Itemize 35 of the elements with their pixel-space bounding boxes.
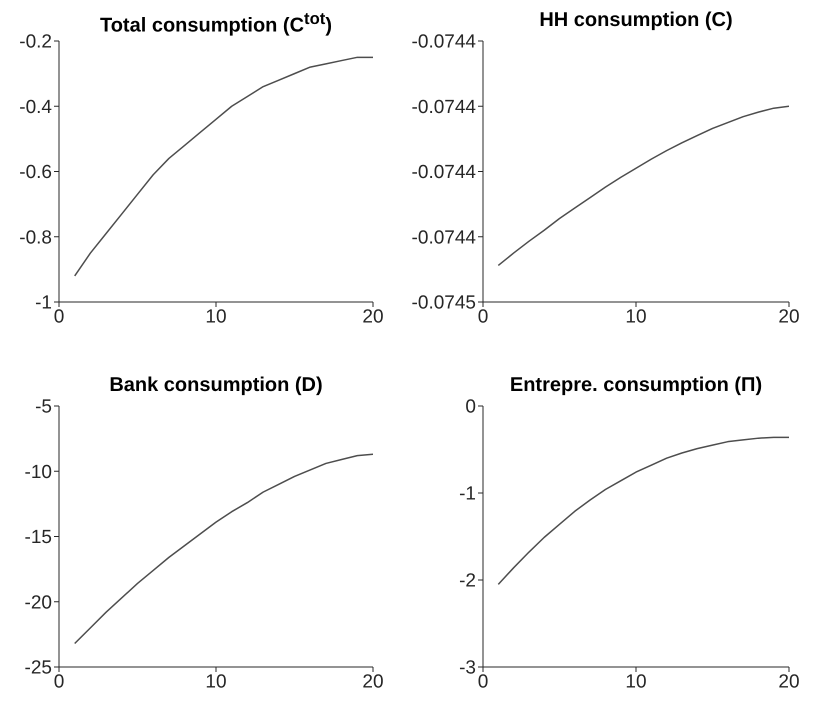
y-tick-label: -0.4: [19, 96, 52, 118]
x-tick-label: 10: [205, 671, 227, 692]
x-tick-label: 10: [205, 306, 227, 328]
x-tick-label: 20: [778, 306, 800, 328]
chart-title: Bank consumption (D): [108, 374, 324, 397]
x-tick-label: 10: [625, 306, 647, 328]
line-series: [74, 56, 373, 277]
y-tick-label: -0.0744: [412, 96, 476, 118]
chart-title: HH consumption (C): [538, 9, 734, 32]
y-tick-label: -0.6: [19, 162, 52, 184]
y-tick-label: -3: [459, 658, 476, 679]
y-tick-label: -2: [459, 570, 476, 592]
line-series: [498, 106, 789, 266]
x-tick-label: 10: [625, 671, 647, 692]
line-series: [74, 454, 373, 644]
y-tick-label: 0: [465, 396, 476, 418]
y-tick-label: -0.0744: [412, 162, 476, 184]
y-tick-label: -25: [24, 658, 52, 679]
y-tick-label: -5: [35, 396, 52, 418]
y-tick-label: -20: [24, 592, 52, 614]
y-tick-label: -0.2: [19, 32, 52, 53]
y-tick-label: -0.0744: [412, 227, 476, 248]
x-tick-label: 20: [362, 306, 384, 328]
y-tick-label: -0.0745: [412, 292, 476, 314]
x-tick-label: 20: [362, 671, 384, 692]
y-tick-label: -0.0744: [412, 32, 476, 53]
x-tick-label: 20: [778, 671, 800, 692]
y-tick-label: -1: [459, 484, 476, 505]
chart-title: Total consumption (C$^{tot}$): [100, 9, 332, 37]
chart-title: Entrepre. consumption (Π): [508, 374, 764, 397]
y-tick-label: -10: [24, 462, 52, 483]
y-tick-label: -1: [35, 292, 52, 314]
line-series: [498, 436, 789, 586]
y-tick-label: -15: [24, 527, 52, 548]
y-tick-label: -0.8: [19, 227, 52, 248]
